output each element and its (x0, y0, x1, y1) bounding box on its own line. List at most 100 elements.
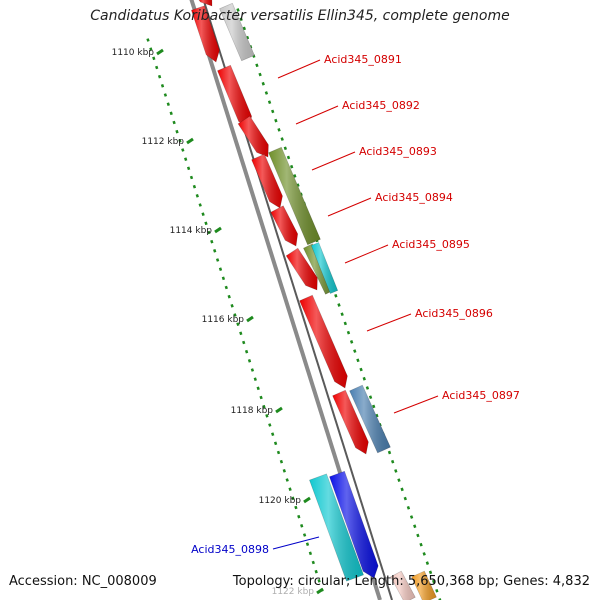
track-dot (261, 81, 265, 86)
red-gene[interactable] (191, 5, 220, 63)
track-dot (195, 194, 199, 198)
kbp-tick-mark (303, 496, 311, 504)
red-gene[interactable] (237, 115, 269, 158)
kbp-tick-label: 1114 kbp (170, 226, 213, 236)
track-dot (372, 404, 376, 409)
gene-label[interactable]: Acid345_0898 (191, 543, 269, 556)
cyan-feature[interactable] (310, 242, 339, 294)
track-dot (282, 469, 286, 473)
track-dot (181, 148, 185, 152)
kbp-tick-label: 1120 kbp (259, 496, 302, 506)
track-dot (264, 91, 269, 95)
red-gene-shading (238, 116, 269, 157)
track-dot (296, 183, 300, 187)
track-dot (242, 26, 246, 31)
red-gene-shading (299, 295, 348, 388)
track-dot (265, 414, 269, 418)
gene-label[interactable]: Acid345_0897 (442, 389, 520, 402)
track-dot (273, 441, 278, 446)
track-dot (276, 450, 281, 455)
track-dot (268, 423, 272, 427)
gene-label-leader (344, 244, 389, 264)
gene-label[interactable]: Acid345_0891 (324, 53, 402, 66)
track-dot (349, 340, 354, 344)
steelblue-feature[interactable] (349, 384, 391, 454)
gene-label[interactable]: Acid345_0895 (392, 238, 470, 251)
track-dot (149, 47, 153, 51)
red-gene[interactable] (299, 294, 348, 389)
track-dot (406, 505, 411, 510)
track-dot (279, 459, 284, 464)
kbp-tick-label: 1116 kbp (202, 315, 245, 325)
track-dot (239, 17, 243, 22)
track-dot (186, 166, 191, 171)
red-gene-shading (191, 5, 220, 63)
track-dot (419, 542, 423, 547)
gene-label-leader (277, 59, 321, 79)
kbp-tick-label: 1110 kbp (112, 48, 155, 58)
red-gene[interactable] (198, 0, 213, 7)
track-dot (244, 349, 249, 354)
track-dot (152, 56, 156, 61)
track-dot (314, 569, 318, 574)
pink-feature[interactable] (390, 570, 416, 600)
track-dot (213, 249, 217, 253)
track-dot (155, 65, 159, 70)
red-gene[interactable] (251, 153, 283, 209)
track-dot (413, 524, 417, 529)
track-dot (198, 203, 202, 207)
gene-label[interactable]: Acid345_0892 (342, 99, 420, 112)
track-dot (368, 395, 373, 400)
gene-label-leader (272, 536, 320, 550)
track-dot (317, 579, 321, 583)
track-dot (387, 450, 392, 455)
track-dot (259, 395, 263, 400)
cyan-feature[interactable] (309, 473, 364, 582)
gene-label[interactable]: Acid345_0893 (359, 145, 437, 158)
backbone-track (189, 0, 393, 600)
track-dot (267, 100, 272, 105)
track-dot (311, 560, 315, 565)
track-dot (305, 542, 310, 546)
gene-label-leader (311, 151, 356, 171)
track-dot (207, 230, 211, 235)
track-dot (346, 330, 351, 335)
gene-label-leader (393, 395, 439, 414)
blue-gene[interactable] (329, 470, 379, 579)
red-gene-shading (270, 205, 298, 246)
track-dot (221, 276, 226, 281)
track-dot (422, 552, 426, 556)
track-dot (169, 111, 173, 116)
gray-feature-shading (219, 3, 255, 61)
track-dot (280, 137, 284, 141)
track-dot (172, 120, 176, 125)
track-dot (157, 74, 162, 79)
track-dot (390, 459, 395, 464)
track-dot (343, 321, 347, 326)
red-gene[interactable] (332, 389, 369, 455)
gray-feature[interactable] (219, 2, 255, 62)
orange-feature[interactable] (411, 570, 437, 600)
red-gene-shading (251, 154, 283, 208)
track-dot (239, 331, 243, 336)
track-dot (175, 129, 179, 134)
track-dot (285, 478, 289, 482)
track-dot (262, 404, 266, 409)
track-dot (253, 377, 257, 381)
track-dot (337, 303, 341, 307)
track-dot (277, 128, 281, 132)
track-dot (334, 293, 338, 298)
gene-label-leader (295, 105, 339, 125)
track-dot (297, 514, 301, 519)
red-gene[interactable] (285, 247, 318, 291)
track-dot (435, 588, 439, 593)
olive-feature[interactable] (268, 146, 321, 246)
kbp-tick-mark (214, 226, 222, 234)
kbp-tick-mark (246, 315, 254, 323)
gene-label[interactable]: Acid345_0894 (375, 191, 453, 204)
gene-label[interactable]: Acid345_0896 (415, 307, 493, 320)
genome-stats-text: Topology: circular; Length: 5,650,368 bp… (232, 574, 590, 589)
red-gene[interactable] (270, 205, 299, 247)
